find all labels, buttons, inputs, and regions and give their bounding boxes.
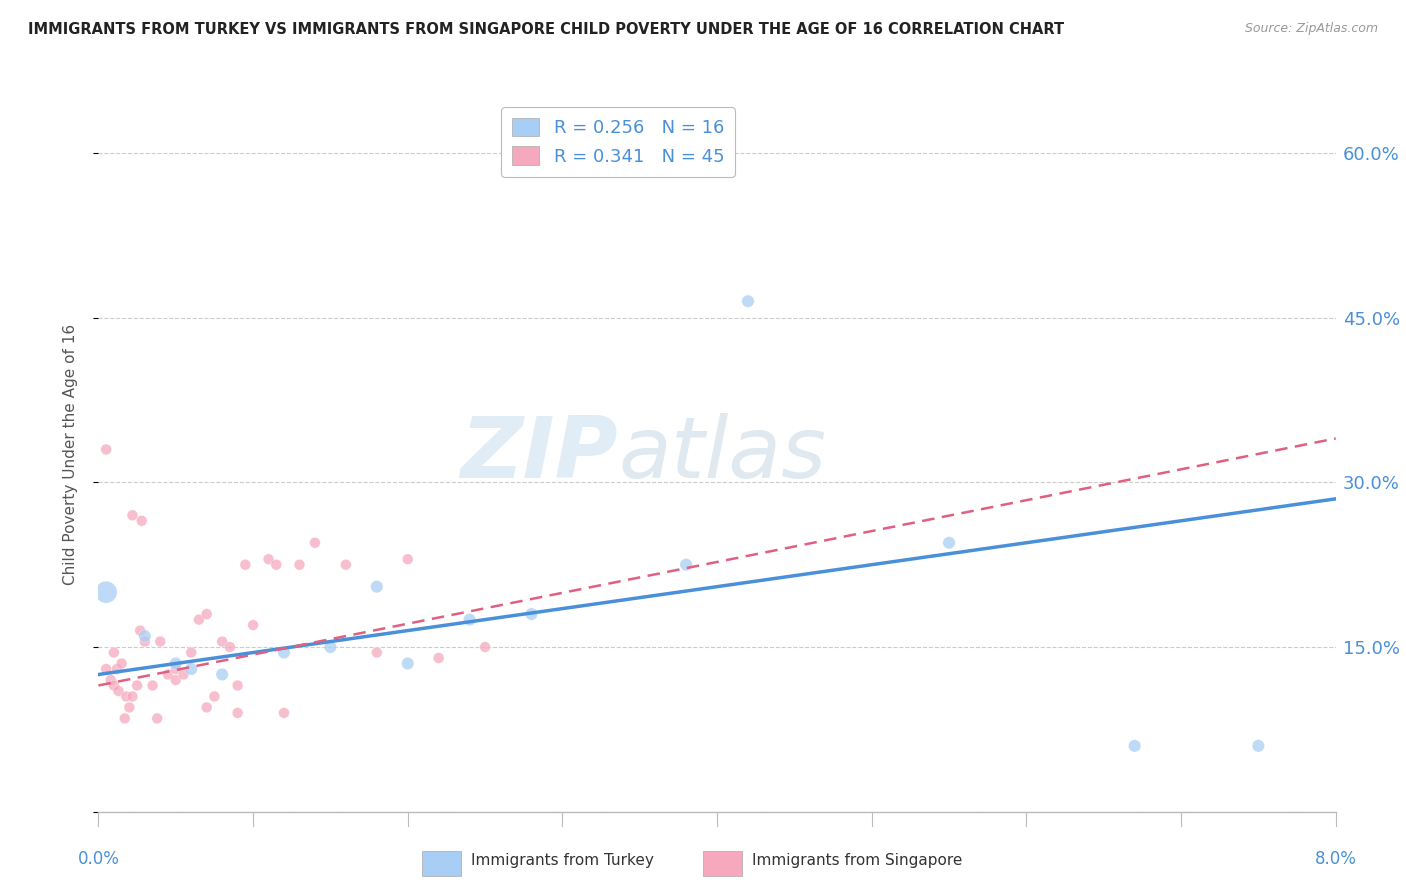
Point <box>458 613 481 627</box>
Point <box>938 535 960 549</box>
Point <box>366 646 388 660</box>
Point <box>134 629 156 643</box>
Point <box>127 678 149 692</box>
Text: Immigrants from Singapore: Immigrants from Singapore <box>752 854 963 868</box>
Point <box>273 646 295 660</box>
Text: 0.0%: 0.0% <box>77 850 120 868</box>
Point <box>288 558 311 572</box>
Point <box>737 294 759 309</box>
Point <box>520 607 543 621</box>
Text: 8.0%: 8.0% <box>1315 850 1357 868</box>
Point <box>103 646 125 660</box>
Point <box>114 711 136 725</box>
Text: Source: ZipAtlas.com: Source: ZipAtlas.com <box>1244 22 1378 36</box>
Point <box>204 690 226 704</box>
Text: ZIP: ZIP <box>460 413 619 497</box>
Point <box>121 508 143 523</box>
Point <box>396 657 419 671</box>
Point <box>304 535 326 549</box>
Point <box>149 634 172 648</box>
Point <box>165 662 187 676</box>
Point <box>180 662 202 676</box>
Point <box>235 558 257 572</box>
Point <box>134 634 156 648</box>
Point <box>242 618 264 632</box>
Point <box>188 613 211 627</box>
Point <box>141 678 165 692</box>
Text: atlas: atlas <box>619 413 827 497</box>
Point <box>211 634 233 648</box>
Point <box>226 706 249 720</box>
Point <box>335 558 357 572</box>
Point <box>96 662 118 676</box>
Point <box>157 667 180 681</box>
Point <box>264 558 288 572</box>
Point <box>273 706 295 720</box>
Point <box>211 667 233 681</box>
Point <box>96 442 118 457</box>
Point <box>226 678 249 692</box>
Point <box>103 678 125 692</box>
Point <box>257 552 280 566</box>
Point <box>396 552 419 566</box>
Legend: R = 0.256   N = 16, R = 0.341   N = 45: R = 0.256 N = 16, R = 0.341 N = 45 <box>501 107 735 177</box>
Point <box>131 514 153 528</box>
Point <box>107 684 129 698</box>
Point <box>121 690 143 704</box>
Point <box>115 690 138 704</box>
Point <box>165 657 187 671</box>
Point <box>165 673 187 687</box>
Point <box>1123 739 1146 753</box>
Point <box>427 651 450 665</box>
Point <box>118 700 141 714</box>
Point <box>474 640 496 654</box>
Point <box>366 580 388 594</box>
Point <box>1247 739 1270 753</box>
Point <box>173 667 195 681</box>
Point <box>675 558 697 572</box>
Point <box>195 607 218 621</box>
Y-axis label: Child Poverty Under the Age of 16: Child Poverty Under the Age of 16 <box>63 325 77 585</box>
Point <box>129 624 152 638</box>
Text: IMMIGRANTS FROM TURKEY VS IMMIGRANTS FROM SINGAPORE CHILD POVERTY UNDER THE AGE : IMMIGRANTS FROM TURKEY VS IMMIGRANTS FRO… <box>28 22 1064 37</box>
Point <box>96 585 118 599</box>
Point <box>319 640 342 654</box>
Point <box>195 700 218 714</box>
Point <box>219 640 242 654</box>
Point <box>105 662 128 676</box>
Point <box>111 657 134 671</box>
Point <box>100 673 122 687</box>
Text: Immigrants from Turkey: Immigrants from Turkey <box>471 854 654 868</box>
Point <box>146 711 169 725</box>
Point <box>180 646 202 660</box>
